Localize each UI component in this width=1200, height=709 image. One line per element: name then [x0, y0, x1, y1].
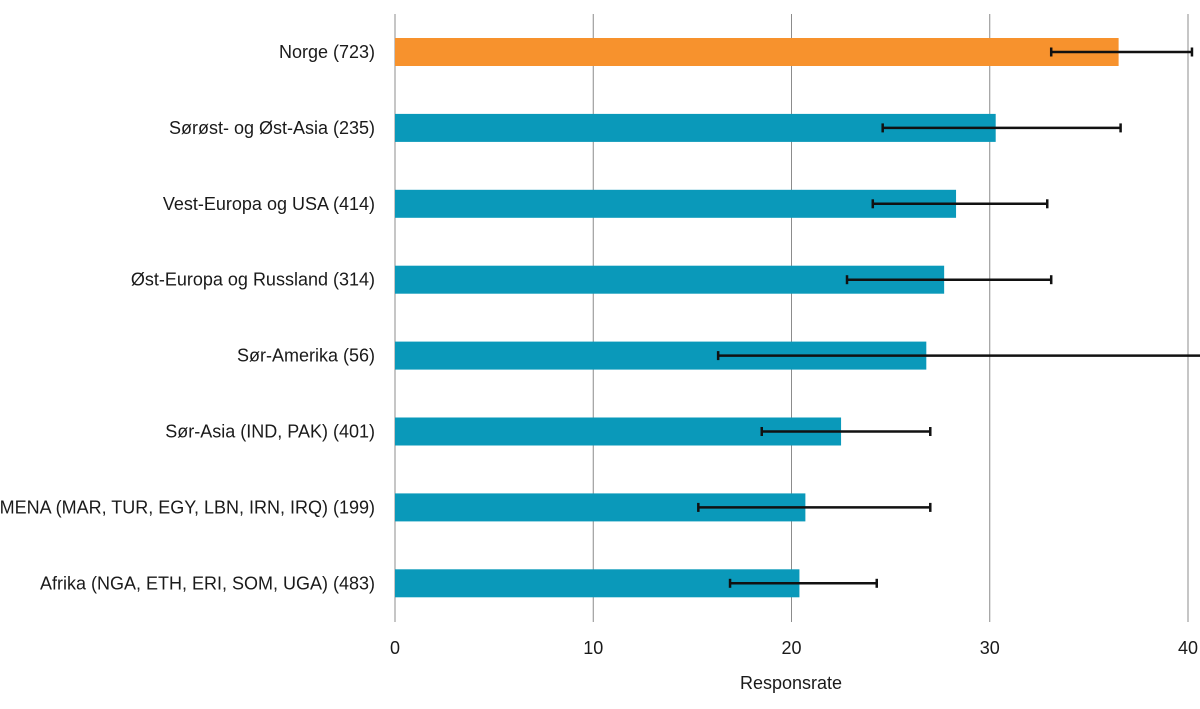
x-tick-label: 30: [980, 638, 1000, 658]
x-tick-label: 20: [781, 638, 801, 658]
x-tick-labels: 0 10 20 30 40: [390, 638, 1198, 658]
x-tick-label: 0: [390, 638, 400, 658]
category-labels: Norge (723) Sørøst- og Øst-Asia (235) Vest…: [0, 42, 375, 593]
bar-0: [395, 38, 1119, 66]
category-label: MENA (MAR, TUR, EGY, LBN, IRN, IRQ) (199…: [0, 497, 375, 517]
bar-2: [395, 189, 957, 218]
category-label: Sørøst- og Øst-Asia (235): [169, 118, 375, 138]
gridlines: [394, 14, 1189, 622]
error-bars: [697, 47, 1200, 588]
category-label: Sør-Amerika (56): [237, 346, 375, 366]
category-label: Øst-Europa og Russland (314): [131, 270, 375, 290]
x-tick-label: 40: [1178, 638, 1198, 658]
x-tick-label: 10: [583, 638, 603, 658]
category-label: Afrika (NGA, ETH, ERI, SOM, UGA) (483): [40, 573, 375, 593]
category-label: Sør-Asia (IND, PAK) (401): [165, 422, 375, 442]
category-label: Norge (723): [279, 42, 375, 62]
bars: [395, 38, 1119, 598]
category-label: Vest-Europa og USA (414): [163, 194, 375, 214]
x-axis-title: Responsrate: [740, 673, 842, 693]
